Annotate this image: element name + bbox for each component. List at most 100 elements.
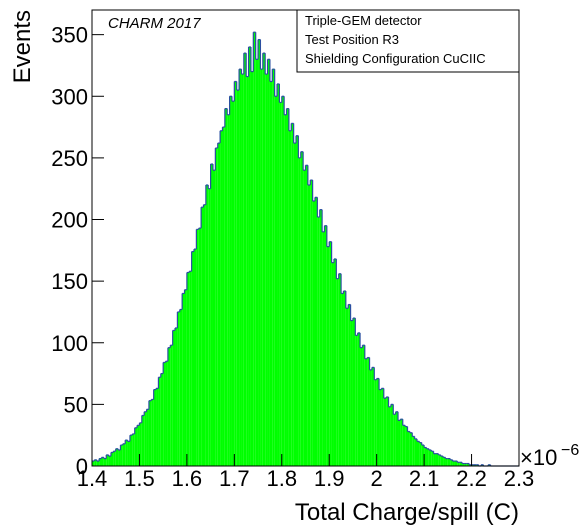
bar: [326, 246, 330, 466]
bar: [348, 304, 351, 466]
bar: [165, 361, 168, 466]
bar: [139, 422, 142, 466]
bar: [115, 448, 119, 466]
y-tick-label: 250: [51, 146, 88, 171]
bar: [383, 398, 387, 466]
bar: [198, 228, 202, 466]
x-tick-label: 1.5: [124, 466, 155, 491]
bar: [129, 435, 133, 466]
bar: [194, 249, 197, 466]
bar: [262, 53, 266, 467]
x-tick-label: 2.1: [409, 466, 440, 491]
bar: [122, 443, 126, 466]
x-tick-label: 2: [371, 466, 383, 491]
bar: [92, 461, 95, 466]
bar: [300, 151, 304, 466]
bar: [224, 108, 228, 466]
annotation: CHARM 2017: [108, 15, 201, 32]
bar: [488, 464, 491, 466]
bar: [445, 458, 448, 466]
bar: [212, 170, 216, 466]
bar: [367, 357, 370, 466]
bar: [246, 76, 249, 466]
bar: [175, 327, 178, 466]
bar: [431, 451, 434, 466]
bar: [167, 347, 171, 466]
x-tick-label: 2.2: [456, 466, 487, 491]
bar: [163, 362, 166, 466]
bar: [151, 399, 154, 466]
bar: [229, 96, 232, 467]
bar: [473, 464, 477, 466]
bar: [424, 447, 427, 466]
bar: [277, 83, 280, 466]
bar: [286, 108, 289, 466]
bar: [341, 293, 344, 466]
y-tick-label: 200: [51, 208, 88, 233]
bar: [469, 464, 472, 466]
bar: [177, 311, 180, 466]
bar: [440, 456, 444, 466]
bar: [379, 389, 382, 466]
bar: [205, 185, 209, 466]
bar: [360, 347, 363, 466]
bar: [414, 438, 417, 466]
x-tick-label: 1.6: [172, 466, 203, 491]
bar: [433, 453, 436, 466]
x-multiplier: ×10: [520, 445, 557, 470]
bar: [141, 415, 145, 466]
bar: [134, 427, 138, 466]
bar: [343, 290, 346, 466]
bar: [132, 433, 135, 466]
bar: [222, 127, 225, 466]
bar: [231, 101, 235, 466]
bar: [258, 39, 261, 467]
bar: [364, 358, 368, 466]
bar: [215, 148, 218, 467]
y-tick-label: 0: [76, 454, 88, 479]
bar: [284, 114, 287, 466]
bar: [201, 207, 204, 466]
bar: [457, 462, 460, 466]
bar: [443, 457, 446, 466]
bar: [106, 454, 109, 466]
bar: [243, 53, 247, 467]
bar: [272, 69, 275, 467]
bar: [317, 217, 320, 466]
bar: [288, 130, 292, 466]
bar: [160, 373, 164, 466]
bar: [319, 209, 323, 466]
bar: [314, 197, 318, 467]
bar: [113, 451, 116, 466]
bar: [338, 273, 342, 466]
bar: [322, 231, 325, 466]
bar: [390, 404, 394, 466]
bar: [331, 262, 334, 466]
bar: [310, 180, 313, 466]
bar: [120, 445, 123, 466]
bar: [450, 459, 453, 466]
bar: [416, 441, 420, 466]
bar: [269, 81, 273, 466]
bar: [409, 432, 413, 466]
x-tick-label: 1.7: [219, 466, 250, 491]
bar: [279, 102, 282, 466]
bar: [412, 436, 415, 466]
bar: [374, 379, 377, 466]
bar: [144, 411, 147, 466]
bar: [170, 345, 173, 466]
bar: [220, 130, 223, 466]
bar: [462, 463, 465, 466]
bar: [362, 345, 365, 466]
bar: [355, 335, 358, 466]
bar: [402, 425, 406, 466]
bar: [476, 464, 479, 466]
bar: [265, 74, 268, 466]
bar: [293, 143, 297, 466]
bar: [241, 74, 244, 466]
bar: [303, 170, 306, 466]
bar: [464, 463, 467, 466]
bar: [459, 462, 463, 466]
bar: [466, 463, 470, 466]
bar: [438, 454, 441, 466]
